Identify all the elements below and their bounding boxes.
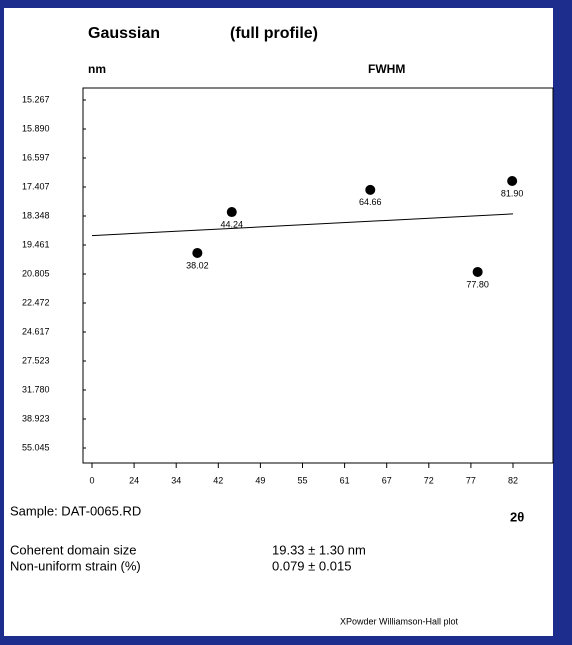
y-tick-label: 20.805 (22, 268, 50, 278)
y-tick-label: 19.461 (22, 239, 50, 249)
x-tick-label: 55 (297, 475, 307, 485)
panel (4, 8, 553, 636)
y-tick-label: 17.407 (22, 181, 50, 191)
x-tick-label: 61 (340, 475, 350, 485)
y-axis-label: nm (88, 62, 106, 76)
point-label: 38.02 (186, 260, 209, 270)
stat-label: Coherent domain size (10, 542, 136, 557)
plot-frame (82, 87, 554, 464)
y-axis-label-right: FWHM (368, 62, 405, 76)
point (507, 176, 518, 187)
y-tick-label: 38.923 (22, 413, 50, 423)
point-label: 44.24 (221, 219, 244, 229)
footer: XPowder Williamson-Hall plot (340, 616, 459, 626)
x-axis-label: 2θ (510, 509, 524, 524)
point-label: 81.90 (501, 188, 524, 198)
point (226, 207, 237, 218)
point (365, 184, 376, 195)
y-tick-label: 31.780 (22, 384, 50, 394)
x-tick-label: 24 (129, 475, 139, 485)
fit-line (91, 213, 514, 237)
y-tick-label: 22.472 (22, 297, 50, 307)
y-tick-label: 27.523 (22, 355, 50, 365)
y-tick-label: 16.597 (22, 152, 50, 162)
point (472, 266, 483, 277)
chart-title: Gaussian (88, 25, 160, 42)
x-tick-label: 72 (424, 475, 434, 485)
stat-value: 19.33 ± 1.30 nm (272, 542, 366, 557)
stat-label: Non-uniform strain (%) (10, 558, 141, 573)
stat-value: 0.079 ± 0.015 (272, 558, 351, 573)
chart-subtitle: (full profile) (230, 25, 318, 42)
x-tick-label: 0 (89, 475, 94, 485)
x-tick-label: 77 (466, 475, 476, 485)
y-tick-label: 24.617 (22, 326, 50, 336)
x-tick-label: 67 (382, 475, 392, 485)
point-label: 77.80 (466, 279, 489, 289)
sample-label: Sample: DAT-0065.RD (10, 503, 141, 518)
x-tick-label: 49 (255, 475, 265, 485)
x-tick-label: 42 (213, 475, 223, 485)
y-tick-label: 15.890 (22, 123, 50, 133)
y-tick-label: 18.348 (22, 210, 50, 220)
y-tick-label: 55.045 (22, 442, 50, 452)
point (192, 247, 203, 258)
y-tick-label: 15.267 (22, 94, 50, 104)
x-tick-label: 34 (171, 475, 181, 485)
x-tick-label: 82 (508, 475, 518, 485)
point-label: 64.66 (359, 197, 382, 207)
